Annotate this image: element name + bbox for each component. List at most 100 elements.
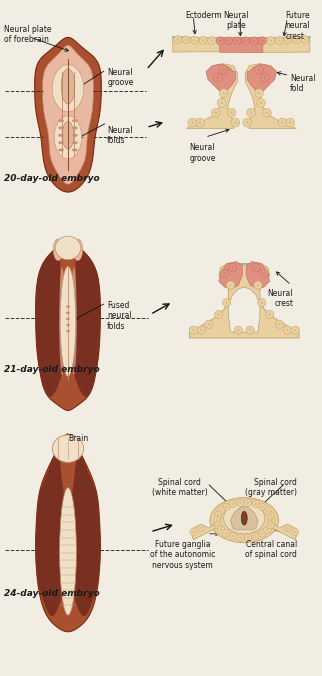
Polygon shape — [186, 64, 237, 128]
Circle shape — [260, 102, 262, 104]
Ellipse shape — [72, 134, 78, 137]
Circle shape — [185, 39, 187, 41]
Text: Neural
fold: Neural fold — [290, 74, 316, 93]
Circle shape — [215, 310, 223, 318]
Circle shape — [200, 329, 202, 331]
Circle shape — [242, 37, 250, 45]
Circle shape — [266, 112, 268, 114]
Circle shape — [267, 512, 274, 519]
Circle shape — [261, 40, 264, 42]
Circle shape — [260, 73, 269, 82]
Circle shape — [229, 500, 237, 508]
Polygon shape — [231, 506, 258, 530]
Circle shape — [196, 118, 204, 127]
Circle shape — [239, 537, 241, 539]
Circle shape — [281, 122, 284, 124]
Circle shape — [243, 118, 251, 127]
Ellipse shape — [58, 126, 64, 129]
Ellipse shape — [58, 149, 64, 151]
Circle shape — [286, 118, 295, 127]
Polygon shape — [36, 249, 67, 397]
Text: Neural
groove: Neural groove — [189, 143, 216, 162]
Circle shape — [228, 264, 237, 272]
Circle shape — [252, 264, 260, 272]
Circle shape — [217, 507, 225, 514]
Circle shape — [244, 534, 252, 541]
Polygon shape — [219, 262, 242, 289]
Polygon shape — [173, 37, 310, 52]
Polygon shape — [191, 522, 217, 539]
Circle shape — [202, 39, 204, 41]
Circle shape — [219, 89, 228, 97]
Ellipse shape — [52, 65, 84, 112]
Circle shape — [291, 326, 299, 334]
Circle shape — [208, 323, 210, 325]
Circle shape — [254, 89, 263, 97]
Ellipse shape — [72, 126, 78, 129]
Circle shape — [292, 529, 298, 535]
Circle shape — [199, 122, 201, 124]
Text: Future
neural
crest: Future neural crest — [285, 11, 310, 41]
Circle shape — [259, 503, 266, 510]
Circle shape — [221, 269, 229, 277]
Text: Neural plate
of forebrain: Neural plate of forebrain — [4, 24, 52, 44]
Circle shape — [255, 535, 257, 537]
Circle shape — [217, 99, 226, 107]
Circle shape — [246, 326, 254, 334]
Ellipse shape — [58, 141, 64, 144]
Circle shape — [244, 499, 252, 506]
Circle shape — [230, 284, 232, 286]
Circle shape — [225, 37, 232, 45]
Circle shape — [214, 521, 222, 529]
Circle shape — [213, 73, 222, 82]
Circle shape — [247, 502, 249, 504]
Circle shape — [234, 326, 242, 334]
Polygon shape — [229, 287, 260, 332]
Circle shape — [267, 521, 274, 529]
Circle shape — [270, 39, 272, 42]
Circle shape — [217, 514, 219, 516]
Circle shape — [264, 526, 271, 533]
Circle shape — [257, 284, 259, 286]
Circle shape — [264, 76, 266, 78]
Circle shape — [205, 320, 213, 329]
Text: 24-day-old embryo: 24-day-old embryo — [4, 589, 100, 598]
Ellipse shape — [66, 324, 70, 327]
Text: Fused
neural
folds: Fused neural folds — [107, 301, 132, 331]
Circle shape — [237, 329, 240, 331]
Circle shape — [233, 37, 241, 45]
Circle shape — [219, 40, 221, 42]
Circle shape — [247, 537, 249, 539]
Circle shape — [279, 323, 280, 325]
Polygon shape — [247, 64, 277, 91]
Circle shape — [230, 112, 233, 114]
Circle shape — [220, 510, 222, 512]
Circle shape — [225, 506, 227, 508]
Circle shape — [227, 108, 236, 117]
Circle shape — [271, 519, 273, 521]
Circle shape — [188, 118, 197, 127]
Circle shape — [253, 40, 255, 42]
Circle shape — [284, 525, 291, 531]
Circle shape — [215, 112, 217, 114]
Ellipse shape — [62, 122, 74, 149]
Circle shape — [223, 68, 225, 71]
Circle shape — [286, 329, 289, 331]
Text: Neural
groove: Neural groove — [107, 68, 134, 87]
Circle shape — [261, 506, 263, 508]
Circle shape — [192, 531, 194, 533]
Circle shape — [192, 329, 194, 331]
Circle shape — [216, 37, 224, 45]
Ellipse shape — [224, 502, 265, 534]
Circle shape — [268, 516, 275, 524]
Ellipse shape — [72, 149, 78, 151]
Circle shape — [220, 529, 222, 531]
Circle shape — [301, 36, 309, 43]
Circle shape — [223, 503, 230, 510]
Polygon shape — [36, 449, 71, 616]
Text: 21-day-old embryo: 21-day-old embryo — [4, 366, 100, 375]
Polygon shape — [69, 249, 100, 397]
Circle shape — [234, 122, 237, 124]
Circle shape — [266, 510, 268, 512]
Circle shape — [249, 329, 251, 331]
